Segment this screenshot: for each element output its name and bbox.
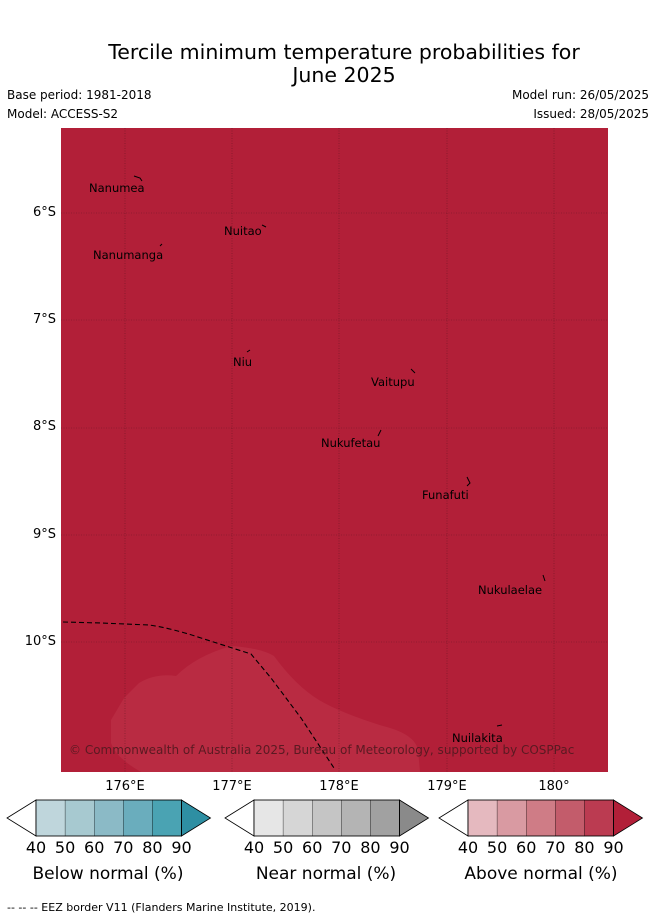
colorbar-tick-label: 70 [331, 838, 351, 857]
issued-date: Issued: 28/05/2025 [533, 107, 649, 121]
colorbar-tick-label: 50 [487, 838, 507, 857]
colorbar-segment [64, 799, 95, 837]
title-line-2: June 2025 [292, 63, 396, 87]
map-panel[interactable]: Nanumea Nuitao Nanumanga Niu Vaitupu Nuk… [61, 128, 608, 772]
place-label-nanumanga: Nanumanga [93, 248, 163, 262]
island-funafuti-outline [466, 476, 471, 487]
colorbar-tick-label: 40 [244, 838, 264, 857]
lat-label-9s: 9°S [32, 527, 56, 542]
island-nukulaelae-outline [542, 574, 546, 582]
colorbar-segment [555, 799, 585, 837]
colorbar-tick-label: 50 [55, 838, 75, 857]
place-label-vaitupu: Vaitupu [371, 375, 415, 389]
lat-label-10s: 10°S [24, 634, 56, 649]
colorbar-segment [312, 799, 342, 837]
colorbar-above-normal: 40 50 60 70 80 90 [438, 799, 644, 857]
colorbar-segment [584, 799, 614, 837]
lon-label-177e: 177°E [212, 779, 252, 794]
graticule [61, 128, 608, 772]
colorbar-tick-label: 70 [113, 838, 133, 857]
colorbar-segment [253, 799, 284, 837]
place-label-nukulaelae: Nukulaelae [478, 583, 542, 597]
title-line-1: Tercile minimum temperature probabilitie… [108, 40, 580, 64]
colorbar-tick-label: 80 [360, 838, 380, 857]
colorbar-tick-label: 70 [545, 838, 565, 857]
colorbar-underflow-triangle [224, 799, 255, 837]
colorbar-overflow-triangle [181, 799, 212, 837]
colorbar-frame [467, 799, 614, 837]
colorbar-overflow-triangle [613, 799, 644, 837]
colorbar-segment [123, 799, 153, 837]
island-outlines [133, 175, 546, 727]
model-name: Model: ACCESS-S2 [7, 107, 119, 121]
island-nuitao-outline [261, 224, 267, 228]
colorbar-segment [467, 799, 498, 837]
place-label-nuilakita: Nuilakita [452, 731, 503, 745]
colorbar-tick-label: 80 [142, 838, 162, 857]
colorbar-near-normal: 40 50 60 70 80 90 [224, 799, 430, 857]
lat-label-8s: 8°S [32, 419, 56, 434]
colorbar-below-normal: 40 50 60 70 80 90 [6, 799, 212, 857]
island-nanumea-outline [133, 175, 143, 182]
colorbar-tick-label: 80 [574, 838, 594, 857]
colorbar-segment [370, 799, 400, 837]
colorbar-segment [341, 799, 371, 837]
island-nukufetau-outline [377, 429, 382, 437]
lon-label-179e: 179°E [427, 779, 467, 794]
place-label-nanumea: Nanumea [89, 181, 145, 195]
colorbar-tick-label: 40 [458, 838, 478, 857]
colorbar-segment [526, 799, 556, 837]
colorbar-label-near-normal: Near normal (%) [255, 864, 397, 884]
lat-label-6s: 6°S [32, 205, 56, 220]
base-period: Base period: 1981-2018 [7, 88, 152, 102]
colorbar-tick-label: 60 [302, 838, 322, 857]
place-label-nuitao: Nuitao [224, 224, 262, 238]
map-title: Tercile minimum temperature probabilitie… [0, 41, 655, 87]
model-run: Model run: 26/05/2025 [511, 88, 649, 102]
colorbar-segment [152, 799, 182, 837]
lon-label-178e: 178°E [319, 779, 359, 794]
place-label-funafuti: Funafuti [422, 488, 469, 502]
place-label-niu: Niu [233, 355, 252, 369]
colorbar-tick-label: 90 [389, 838, 409, 857]
colorbar-segment [496, 799, 527, 837]
colorbar-frame [253, 799, 400, 837]
lon-label-176e: 176°E [105, 779, 145, 794]
island-nuilakita-outline [496, 724, 503, 727]
lat-label-7s: 7°S [32, 312, 56, 327]
colorbar-label-below-normal: Below normal (%) [32, 864, 184, 884]
eez-border [62, 621, 335, 769]
lon-label-180: 180° [538, 779, 570, 794]
island-nanumanga-outline [159, 243, 163, 247]
colorbar-frame [35, 799, 182, 837]
colorbar-label-above-normal: Above normal (%) [464, 864, 618, 884]
colorbar-underflow-triangle [6, 799, 37, 837]
colorbar-tick-label: 60 [84, 838, 104, 857]
colorbar-overflow-triangle [399, 799, 430, 837]
colorbar-tick-label: 50 [273, 838, 293, 857]
island-niu-outline [246, 349, 251, 353]
place-label-nukufetau: Nukufetau [321, 436, 380, 450]
colorbar-segment [35, 799, 66, 837]
colorbar-segment [282, 799, 313, 837]
colorbar-tick-label: 60 [516, 838, 536, 857]
colorbar-tick-label: 90 [603, 838, 623, 857]
eez-footnote: -- -- -- EEZ border V11 (Flanders Marine… [7, 901, 316, 914]
map-background [61, 128, 608, 772]
colorbar-legends: 40 50 60 70 80 90 40 50 60 70 80 90 40 50 60 70 80 90 [6, 799, 644, 857]
probability-patch [111, 646, 420, 772]
colorbar-tick-label: 90 [171, 838, 191, 857]
colorbar-underflow-triangle [438, 799, 469, 837]
colorbar-tick-label: 40 [26, 838, 46, 857]
colorbar-segment [94, 799, 124, 837]
copyright-notice: © Commonwealth of Australia 2025, Bureau… [69, 743, 574, 757]
island-vaitupu-outline [410, 368, 416, 374]
